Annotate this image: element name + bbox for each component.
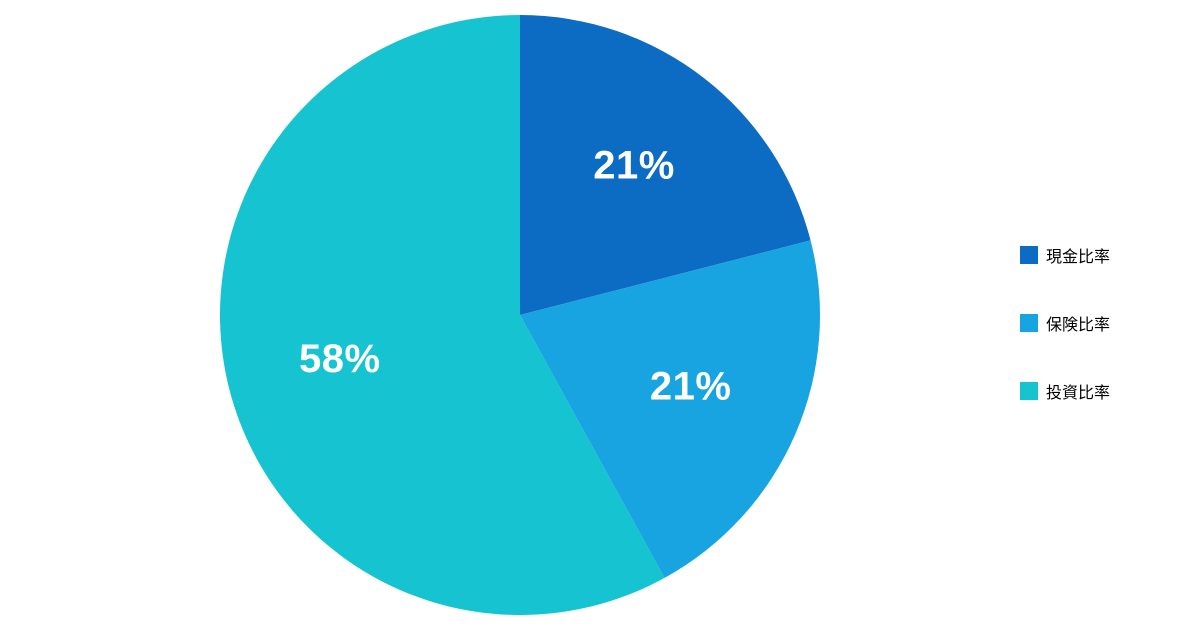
- legend: 現金比率 保険比率 投資比率: [1020, 245, 1110, 401]
- pie-slice-label-invest: 58%: [299, 337, 381, 381]
- pie-chart-container: 21% 21% 58% 現金比率 保険比率 投資比率: [0, 0, 1200, 630]
- legend-label-invest: 投資比率: [1046, 379, 1110, 403]
- legend-label-insurance: 保険比率: [1046, 311, 1110, 335]
- pie-slice-label-cash: 21%: [593, 144, 675, 188]
- legend-swatch-cash: [1020, 246, 1038, 264]
- pie-slice-label-insurance: 21%: [650, 364, 732, 408]
- legend-swatch-insurance: [1020, 314, 1038, 332]
- legend-label-cash: 現金比率: [1046, 243, 1110, 267]
- legend-item-insurance: 保険比率: [1020, 313, 1110, 333]
- legend-swatch-invest: [1020, 382, 1038, 400]
- legend-item-invest: 投資比率: [1020, 381, 1110, 401]
- legend-item-cash: 現金比率: [1020, 245, 1110, 265]
